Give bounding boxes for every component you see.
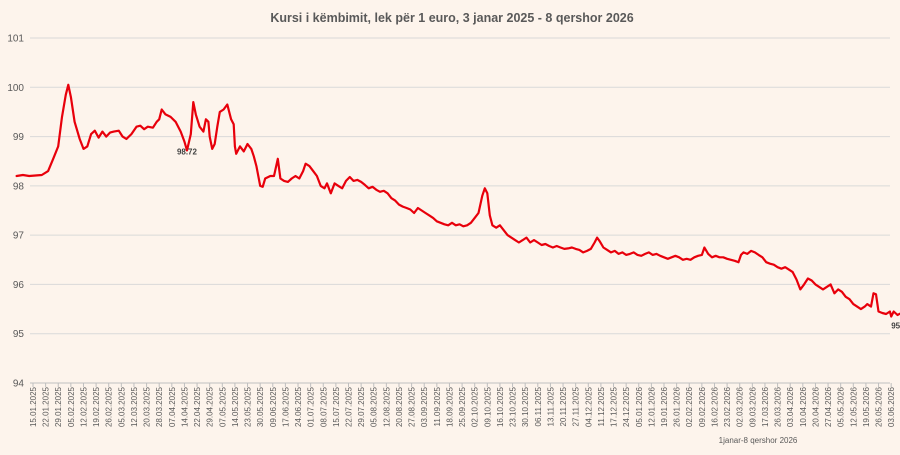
x-tick-label: 14.05.2025	[231, 386, 240, 427]
y-tick-label: 100	[7, 83, 24, 94]
x-tick-label: 05.08.2025	[370, 386, 379, 427]
x-tick-label: 09.02.2026	[698, 386, 707, 427]
y-tick-label: 94	[13, 379, 25, 390]
x-tick-label: 27.11.2025	[572, 386, 581, 426]
x-tick-label: 14.04.2025	[180, 386, 189, 427]
data-label: 98.72	[177, 147, 198, 156]
x-tick-label: 27.08.2025	[408, 386, 417, 427]
x-tick-label: 03.06.2026	[887, 386, 896, 427]
x-tick-label: 01.07.2025	[307, 386, 316, 427]
x-tick-label: 22.04.2025	[193, 386, 202, 427]
x-tick-label: 02.03.2026	[736, 386, 745, 427]
x-tick-label: 05.02.2025	[67, 386, 76, 427]
x-tick-label: 05.05.2026	[837, 386, 846, 427]
x-tick-label: 08.07.2025	[319, 386, 328, 427]
x-tick-label: 15.07.2025	[332, 386, 341, 427]
x-tick-label: 20.11.2025	[559, 386, 568, 426]
x-tick-label: 20.03.2025	[143, 386, 152, 427]
x-tick-label: 20.08.2025	[395, 386, 404, 427]
x-tick-label: 17.06.2025	[281, 386, 290, 427]
x-tick-label: 29.07.2025	[357, 386, 366, 427]
x-tick-label: 23.10.2025	[509, 386, 518, 427]
chart-title: Kursi i këmbimit, lek për 1 euro, 3 jana…	[270, 11, 633, 25]
x-tick-label: 02.10.2025	[471, 386, 480, 427]
x-tick-label: 29.01.2025	[54, 386, 63, 427]
x-tick-label: 16.02.2026	[710, 386, 719, 427]
x-tick-label: 29.04.2025	[206, 386, 215, 427]
x-tick-label: 12.08.2025	[382, 386, 391, 427]
x-axis: 15.01.2025 22.01.2025 29.01.2025 05.02.2025…	[29, 383, 896, 427]
x-tick-label: 19.02.2025	[92, 386, 101, 427]
x-tick-label: 26.01.2026	[673, 386, 682, 427]
y-tick-label: 98	[13, 181, 25, 192]
x-tick-label: 10.04.2026	[799, 386, 808, 427]
x-tick-label: 12.01.2026	[647, 386, 656, 427]
x-tick-label: 28.03.2025	[155, 386, 164, 427]
x-tick-label: 26.03.2026	[774, 386, 783, 427]
x-tick-label: 07.05.2025	[218, 386, 227, 427]
x-tick-label: 17.12.2025	[610, 386, 619, 427]
y-axis: 94 95 96 97 98 99 100 101	[7, 34, 24, 390]
x-tick-label: 19.01.2026	[660, 386, 669, 427]
x-tick-label: 11.12.2025	[597, 386, 606, 426]
x-tick-label: 05.01.2026	[635, 386, 644, 427]
x-axis-label: 1janar-8 qershor 2026	[719, 436, 798, 445]
x-tick-label: 26.02.2025	[105, 386, 114, 427]
x-tick-label: 06.11.2025	[534, 386, 543, 426]
x-tick-label: 03.04.2026	[786, 386, 795, 427]
grid-layer	[30, 37, 890, 384]
x-tick-label: 09.03.2026	[748, 386, 757, 427]
x-tick-label: 30.10.2025	[521, 386, 530, 427]
x-tick-label: 09.06.2025	[269, 386, 278, 427]
series-line-0	[15, 83, 900, 318]
x-tick-label: 19.05.2026	[862, 386, 871, 427]
x-tick-label: 13.11.2025	[546, 386, 555, 426]
x-tick-label: 07.04.2025	[168, 386, 177, 427]
x-tick-label: 03.09.2025	[420, 386, 429, 427]
x-tick-label: 22.07.2025	[345, 386, 354, 427]
x-tick-label: 16.10.2025	[496, 386, 505, 427]
x-tick-label: 22.01.2025	[42, 386, 51, 427]
x-tick-label: 04.12.2025	[584, 386, 593, 427]
x-tick-label: 12.03.2025	[130, 386, 139, 427]
y-tick-label: 99	[13, 132, 25, 143]
x-tick-label: 25.09.2025	[458, 386, 467, 427]
x-tick-label: 18.09.2025	[445, 386, 454, 427]
data-label: 95.19	[891, 321, 900, 330]
annotation-layer: 98.72 95.19	[177, 147, 900, 330]
series-layer	[15, 83, 900, 318]
x-tick-label: 26.05.2026	[875, 386, 884, 427]
y-tick-label: 101	[7, 34, 24, 45]
x-tick-label: 12.05.2026	[849, 386, 858, 427]
x-tick-label: 05.03.2025	[117, 386, 126, 427]
x-tick-label: 12.02.2025	[79, 386, 88, 427]
x-tick-label: 24.12.2025	[622, 386, 631, 427]
x-tick-label: 09.10.2025	[483, 386, 492, 427]
x-tick-label: 23.05.2025	[244, 386, 253, 427]
x-tick-label: 23.02.2026	[723, 386, 732, 427]
x-tick-label: 27.04.2026	[824, 386, 833, 427]
x-tick-label: 02.02.2026	[685, 386, 694, 427]
y-tick-label: 97	[13, 231, 25, 242]
x-tick-label: 30.05.2025	[256, 386, 265, 427]
x-tick-label: 17.03.2026	[761, 386, 770, 427]
x-tick-label: 15.01.2025	[29, 386, 38, 427]
x-tick-label: 11.09.2025	[433, 386, 442, 426]
y-tick-label: 96	[13, 280, 25, 291]
x-tick-label: 24.06.2025	[294, 386, 303, 427]
y-tick-label: 95	[13, 329, 25, 340]
x-tick-label: 20.04.2026	[811, 386, 820, 427]
